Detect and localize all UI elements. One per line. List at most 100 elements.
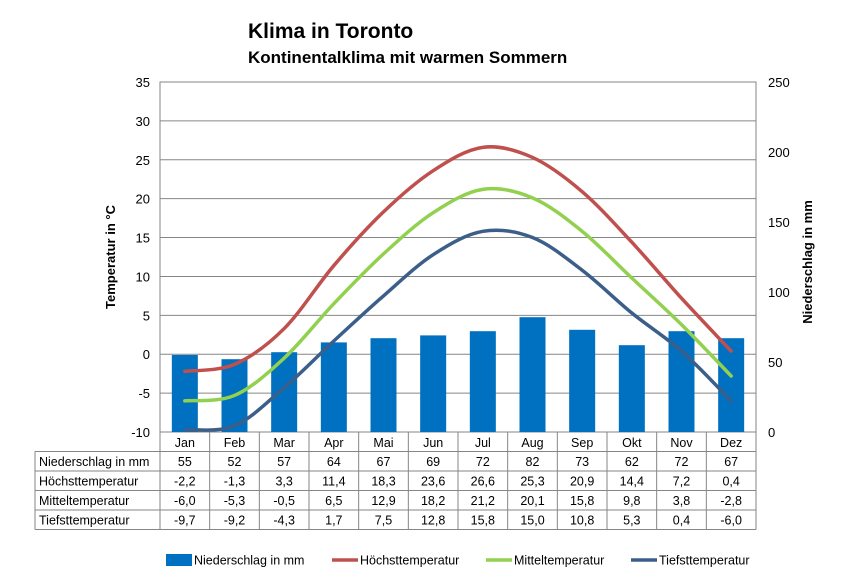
precipitation-bar	[618, 345, 645, 432]
precipitation-bar	[469, 331, 496, 432]
table-cell: 23,6	[421, 475, 445, 489]
legend-label: Höchsttemperatur	[360, 554, 459, 568]
left-tick-label: 35	[136, 75, 150, 90]
category-label: Jan	[175, 436, 195, 450]
max-temperature-line	[183, 145, 733, 374]
table-cell: 67	[377, 455, 391, 469]
left-axis-ticks: 35 30 25 20 15 10 5 0 -5 -10	[131, 75, 150, 440]
left-tick-label: 15	[136, 231, 150, 246]
right-tick-label: 250	[768, 75, 790, 90]
table-cell: 25,3	[520, 475, 544, 489]
table-cell: 9,8	[623, 494, 640, 508]
table-cell: 6,5	[325, 494, 342, 508]
table-cell: -2,2	[174, 475, 196, 489]
table-cell: -5,3	[224, 494, 246, 508]
table-cell: 69	[426, 455, 440, 469]
category-label: Apr	[324, 436, 343, 450]
table-cell: 57	[277, 455, 291, 469]
precipitation-bar	[519, 317, 546, 432]
left-tick-label: -5	[138, 386, 150, 401]
left-tick-label: 5	[143, 308, 150, 323]
table-cell: 12,8	[421, 514, 445, 528]
precipitation-bars	[171, 317, 745, 432]
category-label: Aug	[521, 436, 543, 450]
category-label: Okt	[622, 436, 642, 450]
table-cell: 14,4	[620, 475, 644, 489]
right-tick-label: 50	[768, 355, 782, 370]
table-cell: 7,5	[375, 514, 392, 528]
table-cell: 62	[625, 455, 639, 469]
mean-temperature-line	[183, 186, 733, 403]
legend-label: Tiefsttemperatur	[659, 554, 750, 568]
right-tick-label: 200	[768, 145, 790, 160]
left-tick-label: 20	[136, 192, 150, 207]
table-cell: 7,2	[673, 475, 690, 489]
category-label: Dez	[720, 436, 742, 450]
table-cell: 0,4	[673, 514, 690, 528]
table-cell: -1,3	[224, 475, 246, 489]
table-cell: -9,7	[174, 514, 196, 528]
table-row-header: Mitteltemperatur	[39, 494, 129, 508]
table-cell: 55	[178, 455, 192, 469]
table-cell: -0,5	[273, 494, 295, 508]
table-row-header: Niederschlag in mm	[39, 455, 149, 469]
precipitation-bar	[718, 338, 745, 432]
legend-swatch	[166, 554, 192, 566]
table-cell: 72	[675, 455, 689, 469]
category-label: Mar	[273, 436, 295, 450]
legend-label: Mitteltemperatur	[514, 554, 604, 568]
precipitation-bar	[668, 331, 695, 432]
precipitation-bar	[420, 335, 447, 432]
right-tick-label: 100	[768, 285, 790, 300]
table-cell: 20,9	[570, 475, 594, 489]
table-cell: 21,2	[471, 494, 495, 508]
left-tick-label: -10	[131, 425, 150, 440]
table-cell: 18,2	[421, 494, 445, 508]
category-label: Feb	[224, 436, 246, 450]
table-cell: 82	[526, 455, 540, 469]
table-cell: 3,8	[673, 494, 690, 508]
category-label: Nov	[670, 436, 693, 450]
table-cell: 0,4	[722, 475, 739, 489]
left-tick-label: 25	[136, 153, 150, 168]
table-cell: 12,9	[371, 494, 395, 508]
plot-area	[159, 81, 757, 433]
table-cell: 1,7	[325, 514, 342, 528]
table-cell: 3,3	[275, 475, 292, 489]
table-row-header: Höchsttemperatur	[39, 475, 138, 489]
category-label: Jun	[423, 436, 443, 450]
category-label: Sep	[571, 436, 593, 450]
table-cell: 20,1	[520, 494, 544, 508]
precipitation-bar	[171, 355, 198, 432]
table-cell: 15,8	[471, 514, 495, 528]
table-cell: 11,4	[322, 475, 345, 489]
category-label: Mai	[373, 436, 393, 450]
table-cell: 18,3	[371, 475, 395, 489]
precipitation-bar	[320, 342, 347, 432]
right-tick-label: 150	[768, 215, 790, 230]
min-temperature-line	[183, 228, 733, 432]
precipitation-bar	[370, 338, 397, 432]
table-cell: 15,0	[520, 514, 544, 528]
table-cell: 5,3	[623, 514, 640, 528]
table-cell: -6,0	[720, 514, 742, 528]
table-cell: -9,2	[224, 514, 246, 528]
right-tick-label: 0	[768, 425, 775, 440]
table-cell: -4,3	[273, 514, 295, 528]
table-cell: 52	[228, 455, 242, 469]
left-axis-title: Temperatur in °C	[103, 204, 118, 309]
category-label: Jul	[475, 436, 491, 450]
chart-subtitle: Kontinentalklima mit warmen Sommern	[248, 48, 567, 67]
right-axis-ticks: 250 200 150 100 50 0	[768, 75, 790, 440]
left-tick-label: 10	[136, 269, 150, 284]
chart-title: Klima in Toronto	[248, 20, 413, 43]
table-cell: 26,6	[471, 475, 495, 489]
legend-label: Niederschlag in mm	[194, 554, 304, 568]
table-cell: 15,8	[570, 494, 594, 508]
right-axis-title: Niederschlag in mm	[800, 200, 815, 324]
table-cell: -6,0	[174, 494, 196, 508]
legend: Niederschlag in mm Höchsttemperatur Mittel…	[166, 554, 750, 568]
table-cell: 10,8	[570, 514, 594, 528]
table-cell: 64	[327, 455, 341, 469]
